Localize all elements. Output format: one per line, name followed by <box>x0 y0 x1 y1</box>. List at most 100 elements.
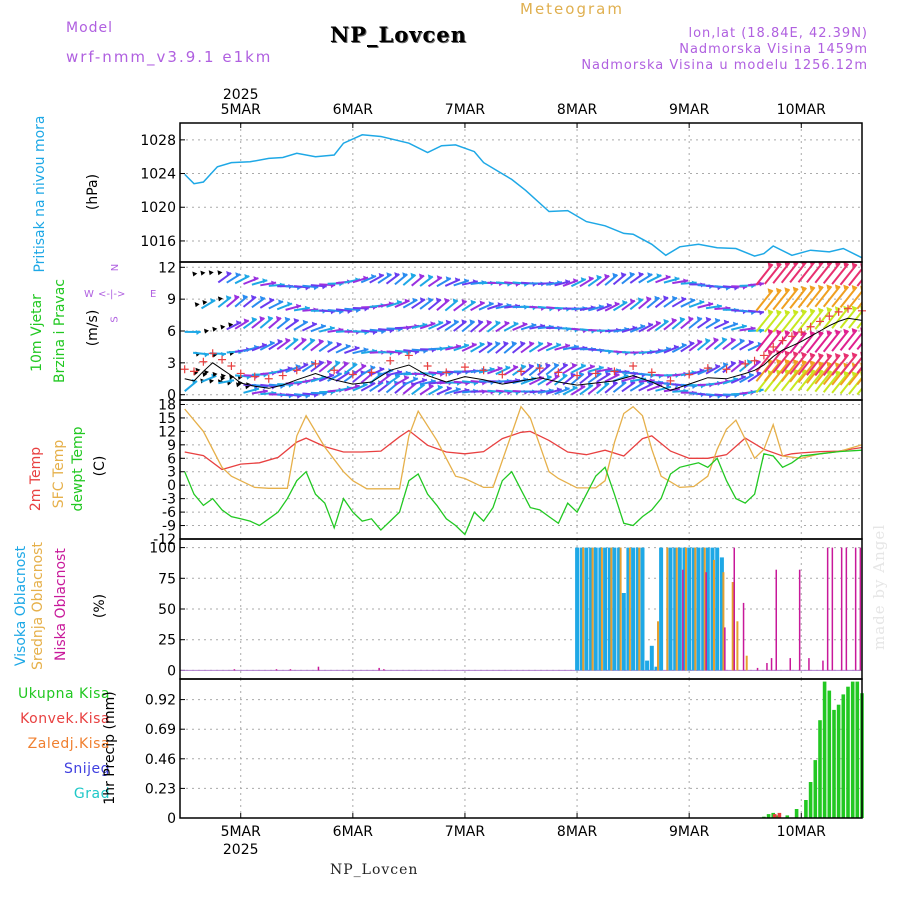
cloud-bar-1-9 <box>675 547 678 671</box>
wind-arrowhead-327 <box>204 369 209 375</box>
wind-arrowhead-623 <box>767 328 773 334</box>
wind-arrowhead-573 <box>556 342 561 348</box>
top-day-label-3: 8MAR <box>557 102 598 118</box>
wind-arrowhead-101 <box>612 380 618 386</box>
wind-arrow-1122 <box>814 262 833 284</box>
wind-arrowhead-15 <box>254 386 259 392</box>
wind-arrowhead-661 <box>243 318 249 324</box>
wind-arrow-452 <box>722 361 737 374</box>
cloud-bar-0-13 <box>635 547 640 671</box>
wind-arrowhead-973 <box>192 271 198 277</box>
wind-arrow-1110 <box>764 262 782 285</box>
wind-arrow-640 <box>831 330 850 352</box>
wind-arrow-916 <box>629 298 644 311</box>
wind-arrow-1076 <box>621 272 636 285</box>
wind-arrowhead-929 <box>690 297 696 303</box>
wind-arrowhead-971 <box>869 286 874 291</box>
precip-bar-1-1 <box>777 812 782 818</box>
cloud-bar-0-29 <box>715 547 720 671</box>
wind-arrowhead-171 <box>229 378 235 384</box>
wind-arrow-160 <box>856 386 862 396</box>
wind-arrowhead-363 <box>352 362 358 367</box>
wind-arrowhead-639 <box>834 329 840 335</box>
wind-arrowhead-753 <box>632 325 638 331</box>
wind-arrowhead-977 <box>208 270 214 276</box>
cloud-bar-0-25 <box>696 547 701 671</box>
wind-arrowhead-1025 <box>410 272 416 278</box>
wind-arrowhead-607 <box>697 339 702 345</box>
wind-arrow-466 <box>780 352 799 375</box>
wind-arrow-478 <box>831 354 850 376</box>
wind-arrow-634 <box>806 331 824 354</box>
wind-arrowhead-655 <box>220 324 226 330</box>
wind-arrowhead-397 <box>497 366 503 371</box>
wind-gust-mark-19 <box>460 363 469 372</box>
wind-arrow-1072 <box>604 274 619 286</box>
wind-arrowhead-1089 <box>683 278 689 284</box>
cloud-bar-2-20 <box>831 547 834 671</box>
wind-arrow-308 <box>797 361 816 384</box>
wind-arrowhead-677 <box>311 321 317 327</box>
wind-arrowhead-555 <box>479 341 485 347</box>
wind-arrowhead-957 <box>809 285 815 291</box>
bottom-day-label-3: 8MAR <box>557 824 598 840</box>
wind-gust-mark-15 <box>386 356 395 365</box>
wind-arrowhead-709 <box>445 319 451 325</box>
wind-arrow-1020 <box>385 273 400 285</box>
wind-arrow-664 <box>251 317 266 329</box>
wind-arrow-768 <box>688 317 703 329</box>
legend-grad: Grad <box>73 786 110 802</box>
wind-arrowhead-557 <box>487 341 493 347</box>
wind-arrow-146 <box>797 369 816 392</box>
wind-arrowhead-99 <box>603 381 609 387</box>
wind-arrowhead-649 <box>195 330 201 335</box>
wind-arrow-512 <box>293 338 307 351</box>
wind-arrowhead-633 <box>809 330 815 336</box>
bottom-day-label-0: 5MAR <box>221 824 262 840</box>
cloud-bar-2-13 <box>770 658 773 671</box>
wind-arrow-964 <box>831 285 850 308</box>
wind-gust-mark-12 <box>330 366 339 375</box>
wind-arrowhead-469 <box>801 351 807 357</box>
wind-arrowhead-1073 <box>612 272 618 278</box>
wind-arrow-922 <box>654 296 669 309</box>
wind-arrow-720 <box>486 321 501 333</box>
ytick-label-4-1: 0.23 <box>145 781 176 797</box>
wind-arrowhead-93 <box>580 384 586 390</box>
wind-arrow-1132 <box>856 278 862 287</box>
wind-gust-mark-2 <box>199 357 208 366</box>
wind-arrow-514 <box>301 338 316 351</box>
wind-arrowhead-1085 <box>665 274 671 280</box>
wind-arrowhead-801 <box>834 306 840 312</box>
wind-gust-mark-29 <box>647 368 656 377</box>
cloud-bar-0-12 <box>631 547 636 671</box>
wind-arrowhead-1033 <box>445 276 451 282</box>
wind-arrowhead-477 <box>834 353 840 358</box>
wind-arrowhead-911 <box>614 301 620 307</box>
wind-arrowhead-95 <box>587 383 593 389</box>
wind-arrowhead-297 <box>756 370 762 376</box>
wind-arrow-918 <box>638 297 652 310</box>
cloud-bar-1-16 <box>736 621 739 671</box>
wind-arrow-152 <box>822 371 841 393</box>
wind-gust-mark-30 <box>666 376 675 385</box>
ytick-label-2-9: 15 <box>158 411 176 427</box>
wind-arrow-468 <box>789 353 807 375</box>
wind-arrowhead-369 <box>379 366 385 372</box>
wind-arrowhead-165 <box>202 372 208 377</box>
wind-arrow-1022 <box>394 273 408 286</box>
wind-arrowhead-215 <box>412 376 418 382</box>
cloud-bar-1-5 <box>628 547 631 671</box>
wind-arrow-482 <box>848 355 862 375</box>
precip-bar-0-14 <box>841 694 846 818</box>
bottom-year-label: 2025 <box>223 842 259 858</box>
wind-arrow-866 <box>419 298 434 310</box>
temp-line-0 <box>184 429 863 471</box>
wind-arrowhead-789 <box>784 309 790 315</box>
cloud-bar-0-21 <box>677 547 682 671</box>
wind-arrowhead-923 <box>663 295 669 301</box>
wind-arrow-946 <box>755 289 774 312</box>
wind-arrow-966 <box>839 286 858 309</box>
wind-arrowhead-833 <box>287 301 293 307</box>
wind-arrow-824 <box>242 296 257 308</box>
